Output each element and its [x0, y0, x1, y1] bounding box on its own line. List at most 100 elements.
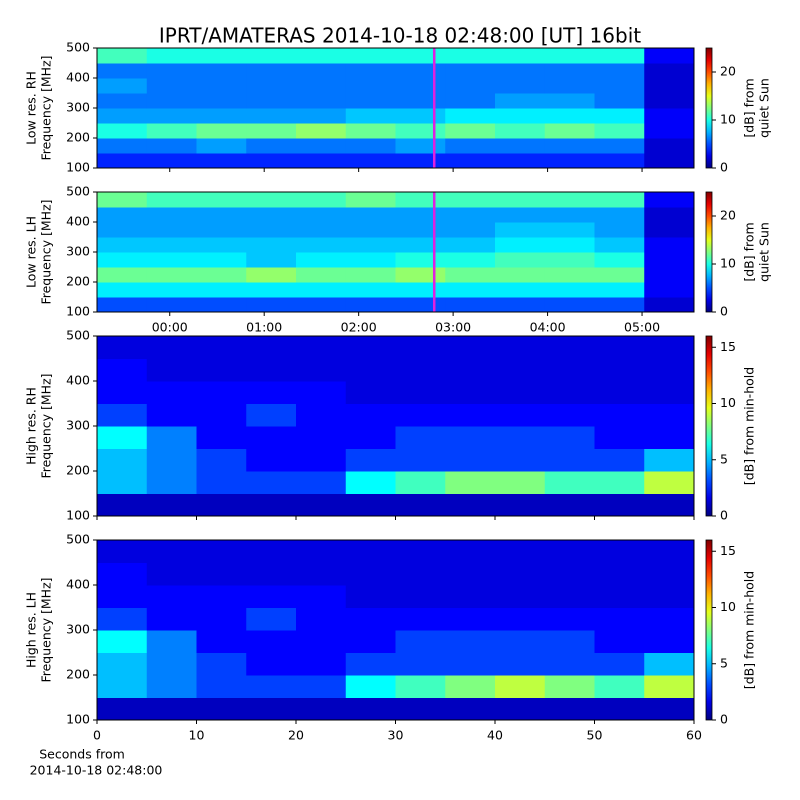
heatmap-cell	[196, 471, 247, 494]
heatmap-cell	[246, 652, 297, 676]
heatmap-cell	[97, 493, 148, 517]
heatmap-cell	[196, 108, 247, 124]
heatmap-cell	[196, 697, 247, 721]
heatmap-cell	[345, 336, 396, 359]
heatmap-cell	[296, 540, 347, 563]
y-tick-label: 500	[66, 184, 90, 199]
y-axis-label: Frequency [MHz]	[39, 55, 54, 160]
heatmap-cell	[246, 192, 297, 208]
heatmap-cell	[495, 336, 546, 359]
heatmap-cell	[594, 585, 645, 608]
heatmap-cell	[296, 192, 347, 208]
y-tick-label: 500	[66, 40, 90, 55]
heatmap-cell	[395, 153, 446, 169]
heatmap-cell	[345, 222, 396, 238]
heatmap-cell	[296, 222, 347, 238]
heatmap-cell	[196, 138, 247, 154]
heatmap-cell	[296, 652, 347, 676]
heatmap-cell	[296, 448, 347, 472]
heatmap-cell	[594, 493, 645, 517]
heatmap-cell	[544, 48, 595, 64]
heatmap-cell	[345, 540, 396, 563]
heatmap-cell	[395, 336, 446, 359]
heatmap-cell	[345, 267, 396, 283]
y-axis-label: Frequency [MHz]	[39, 199, 54, 304]
heatmap-cell	[395, 78, 446, 94]
heatmap-cell	[644, 108, 695, 124]
colorbar-tick-label: 20	[720, 208, 736, 223]
y-axis-label: High res. RH	[24, 387, 39, 465]
y-tick-label: 300	[66, 418, 90, 433]
heatmap-cell	[395, 297, 446, 313]
heatmap-cell	[97, 540, 148, 563]
heatmap-cell	[395, 282, 446, 298]
heatmap-cell	[644, 252, 695, 268]
heatmap-cell	[644, 426, 695, 449]
heatmap-cell	[544, 267, 595, 283]
heatmap-cell	[146, 153, 197, 169]
heatmap-cell	[445, 675, 496, 698]
heatmap-cell	[395, 403, 446, 427]
colorbar	[705, 539, 713, 721]
y-axis-label: High res. LH	[24, 592, 39, 668]
x-tick-label: 03:00	[435, 320, 471, 335]
heatmap-cell	[445, 63, 496, 79]
y-tick-label: 200	[66, 130, 90, 145]
heatmap-cell	[594, 471, 645, 494]
heatmap-cell	[345, 153, 396, 169]
heatmap-cell	[644, 237, 695, 253]
y-tick-label: 400	[66, 70, 90, 85]
heatmap-cell	[196, 282, 247, 298]
heatmap-cell	[445, 138, 496, 154]
heatmap-cell	[296, 48, 347, 64]
heatmap-cell	[395, 630, 446, 653]
heatmap-cell	[146, 403, 197, 427]
colorbar-label: quiet Sun	[757, 222, 772, 282]
colorbar-label: [dB] from min-hold	[742, 367, 757, 485]
heatmap-cell	[644, 78, 695, 94]
heatmap-cell	[644, 222, 695, 238]
heatmap-cell	[544, 448, 595, 472]
heatmap-cell	[296, 267, 347, 283]
y-tick-label: 400	[66, 214, 90, 229]
heatmap-cell	[296, 93, 347, 109]
heatmap-cell	[495, 48, 546, 64]
heatmap-cell	[146, 48, 197, 64]
heatmap-cell	[246, 207, 297, 223]
colorbar-tick-label: 5	[720, 451, 728, 466]
heatmap-cell	[97, 562, 148, 586]
heatmap-cell	[146, 267, 197, 283]
chart-title: IPRT/AMATERAS 2014-10-18 02:48:00 [UT] 1…	[159, 24, 641, 48]
heatmap-cell	[345, 237, 396, 253]
heatmap-cell	[395, 222, 446, 238]
heatmap-cell	[246, 540, 297, 563]
heatmap-cell	[97, 237, 148, 253]
heatmap-cell	[594, 403, 645, 427]
heatmap-cell	[594, 282, 645, 298]
heatmap-cell	[495, 493, 546, 517]
heatmap-cell	[644, 153, 695, 169]
y-tick-label: 200	[66, 667, 90, 682]
heatmap-cell	[644, 493, 695, 517]
heatmap-cell	[644, 358, 695, 382]
heatmap-cell	[296, 493, 347, 517]
heatmap-cell	[345, 562, 396, 586]
heatmap-cell	[544, 493, 595, 517]
heatmap-cell	[594, 697, 645, 721]
heatmap-cell	[644, 697, 695, 721]
heatmap-cell	[594, 207, 645, 223]
heatmap-cell	[296, 336, 347, 359]
colorbar-tick-label: 10	[720, 112, 736, 127]
heatmap-cell	[495, 652, 546, 676]
colorbar-tick-label: 10	[720, 256, 736, 271]
heatmap-cell	[345, 607, 396, 631]
heatmap-cell	[644, 540, 695, 563]
heatmap-cell	[644, 192, 695, 208]
heatmap-cell	[146, 540, 197, 563]
heatmap-cell	[97, 153, 148, 169]
heatmap-cell	[594, 652, 645, 676]
heatmap-cell	[146, 697, 197, 721]
heatmap-cell	[246, 697, 297, 721]
heatmap-cell	[594, 267, 645, 283]
heatmap-cell	[445, 562, 496, 586]
